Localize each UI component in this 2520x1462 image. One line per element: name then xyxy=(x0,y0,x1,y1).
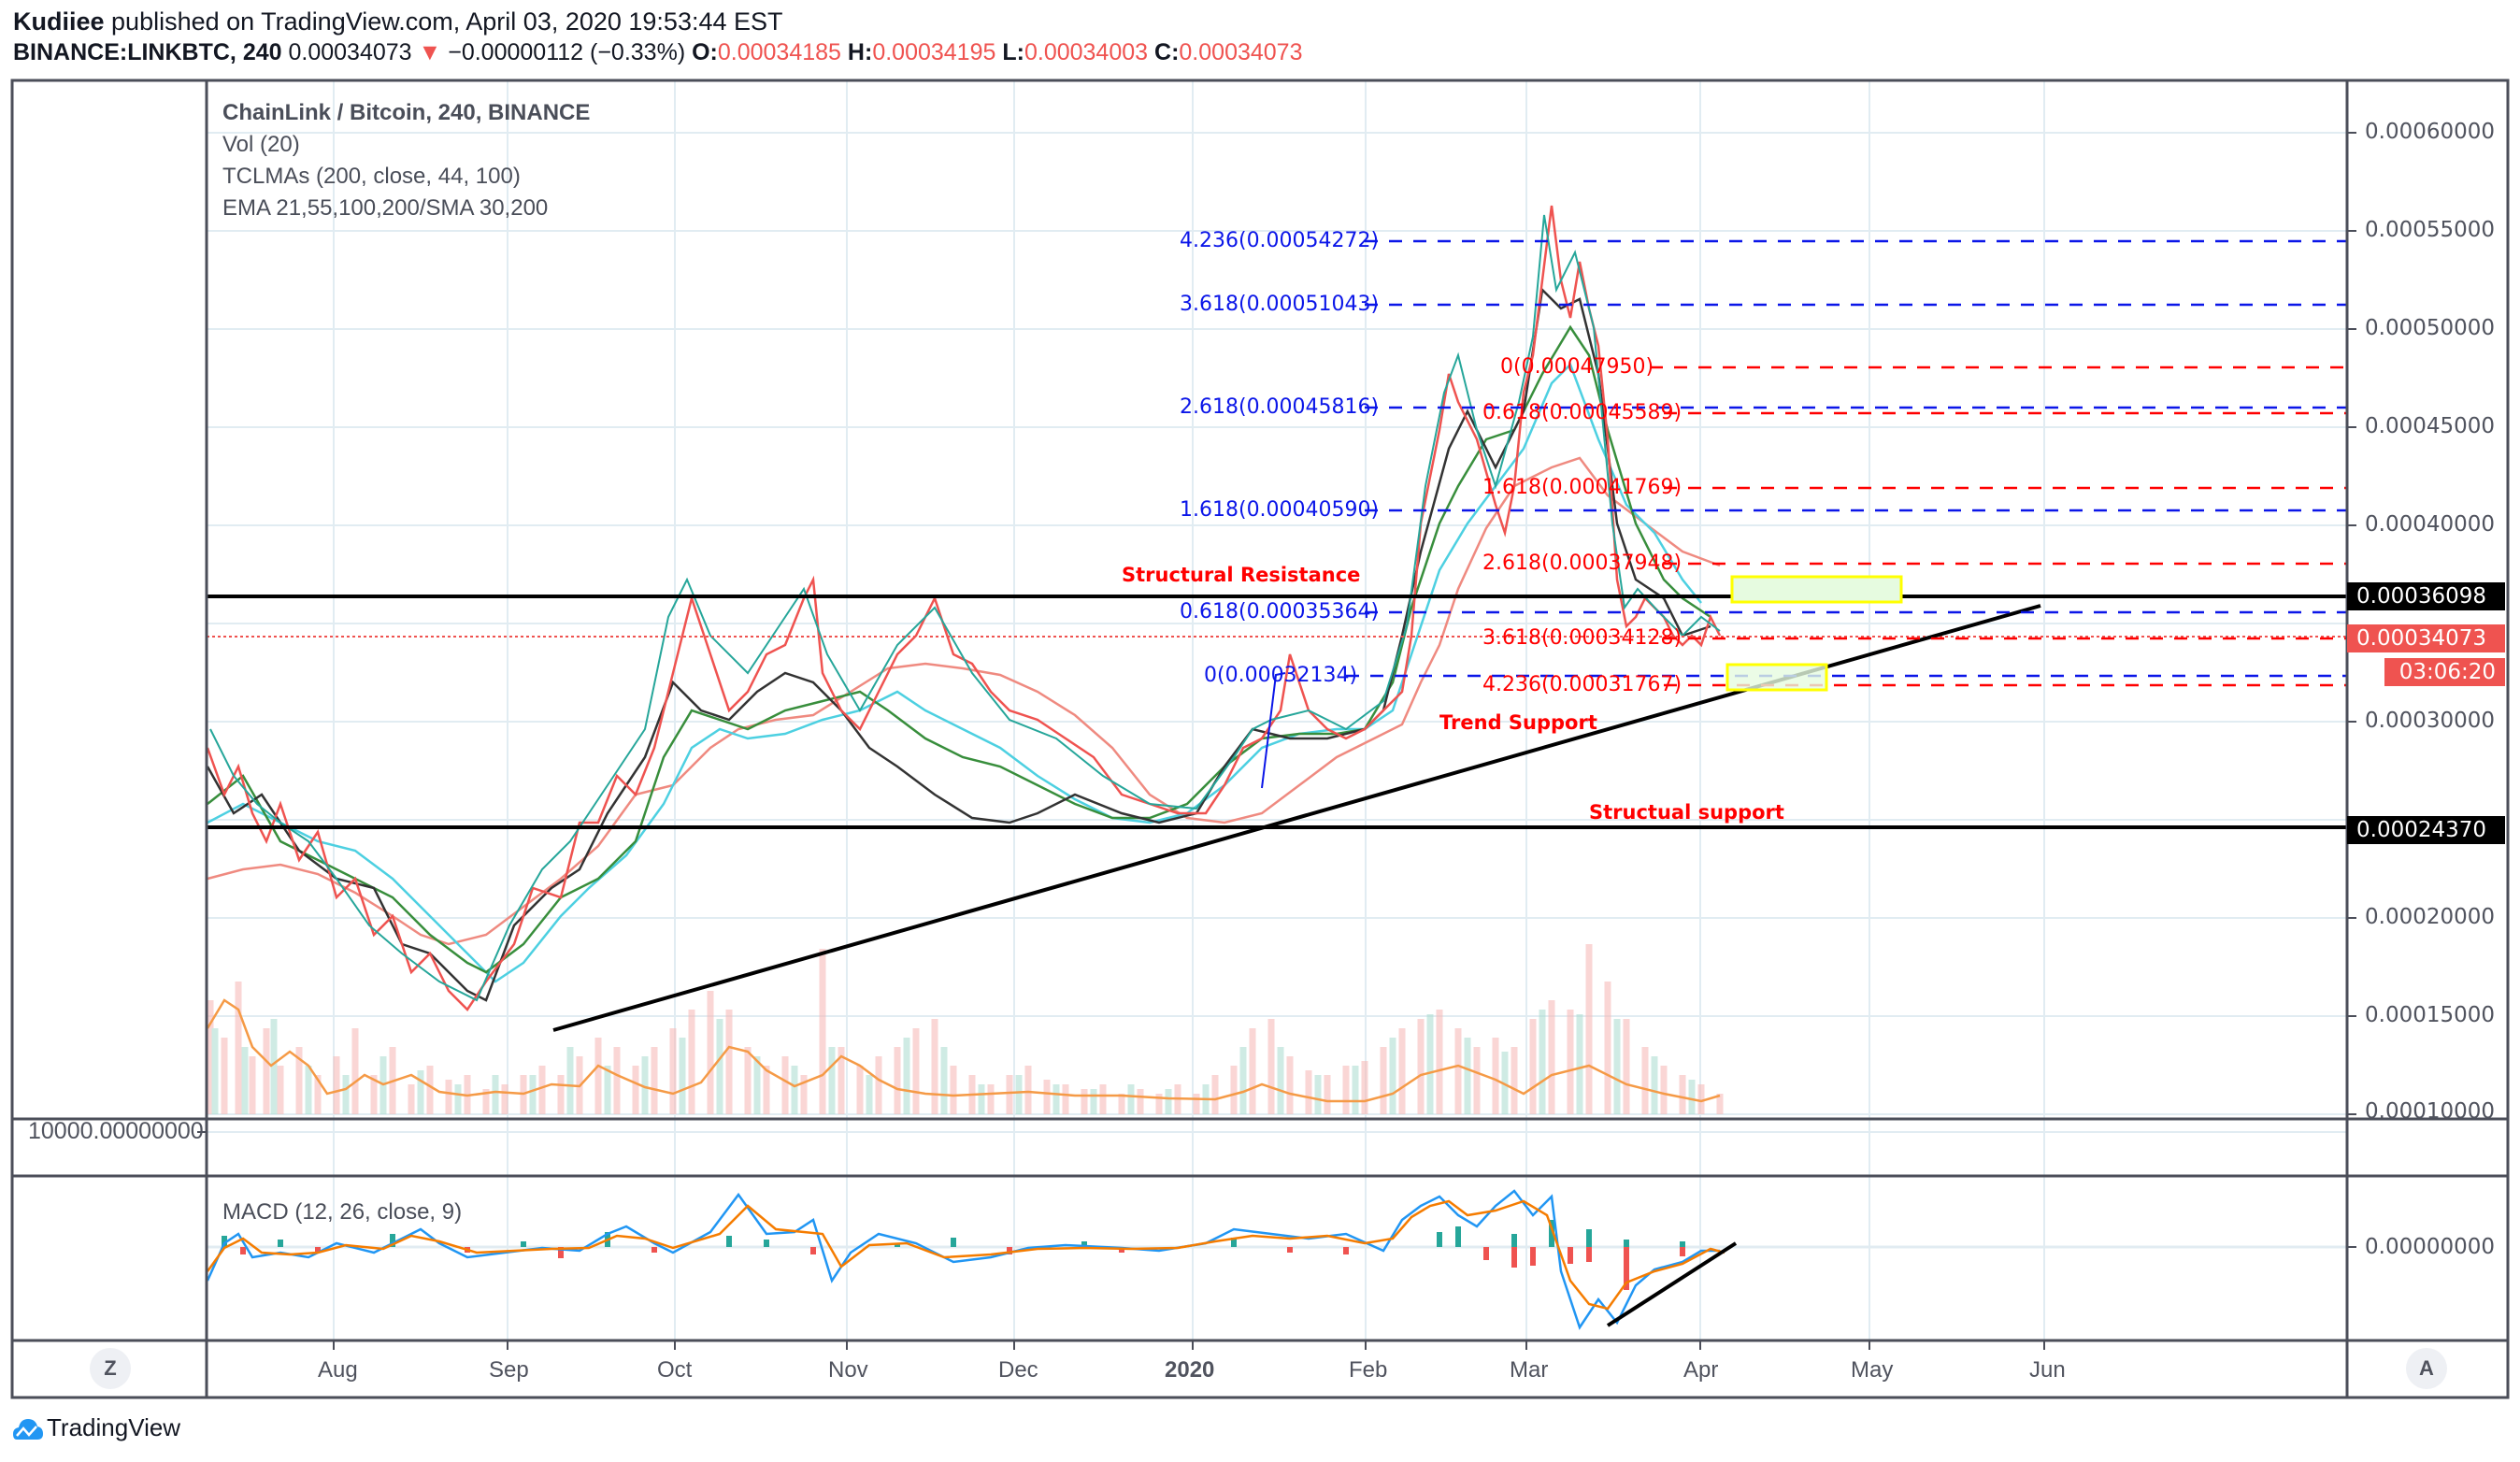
time-label: Aug xyxy=(318,1357,358,1383)
price-tick: 0.00050000 xyxy=(2365,316,2496,340)
fib-blue-label: 1.618(0.00040590) xyxy=(1180,498,1380,522)
price-change: −0.00000112 (−0.33%) xyxy=(448,39,686,65)
high-value: 0.00034195 xyxy=(872,39,996,65)
macd-zero-label: 0.00000000 xyxy=(2365,1235,2496,1259)
sma-red-line xyxy=(207,456,1721,946)
time-label: Jun xyxy=(2029,1357,2066,1383)
price-tick: 0.00045000 xyxy=(2365,414,2496,438)
time-label: Sep xyxy=(489,1357,529,1383)
fib-red-lines xyxy=(1650,366,2347,687)
fib-red-label: 3.618(0.00034128) xyxy=(1482,626,1682,650)
price-candles-up xyxy=(209,214,1721,1002)
grid-lines xyxy=(207,80,2347,1340)
support-target-zone xyxy=(1725,663,1828,692)
chart-legend: ChainLink / Bitcoin, 240, BINANCE Vol (2… xyxy=(222,97,590,224)
fib-red-label: 0.618(0.00045589) xyxy=(1482,401,1682,424)
symbol-name: BINANCE:LINKBTC, 240 xyxy=(13,39,282,65)
price-tick: 0.00015000 xyxy=(2365,1003,2496,1027)
fib-red-label: 4.236(0.00031767) xyxy=(1482,673,1682,696)
macd-line xyxy=(206,1189,1720,1330)
legend-ema[interactable]: EMA 21,55,100,200/SMA 30,200 xyxy=(222,195,549,221)
legend-title[interactable]: ChainLink / Bitcoin, 240, BINANCE xyxy=(222,100,591,125)
last-price: 0.00034073 xyxy=(288,39,412,65)
structural-support-label[interactable]: Structual support xyxy=(1589,801,1784,824)
close-value: 0.00034073 xyxy=(1179,39,1303,65)
price-tick: 0.00040000 xyxy=(2365,512,2496,537)
fib-blue-label: 0.618(0.00035364) xyxy=(1180,600,1380,624)
time-label: Apr xyxy=(1683,1357,1719,1383)
legend-volume[interactable]: Vol (20) xyxy=(222,132,300,157)
fib-blue-label: 0(0.00032134) xyxy=(1204,664,1358,687)
fib-red-label: 0(0.00047950) xyxy=(1500,355,1654,379)
close-label: C: xyxy=(1154,39,1180,65)
structural-resistance-label[interactable]: Structural Resistance xyxy=(1122,564,1361,586)
time-label: May xyxy=(1851,1357,1894,1383)
countdown-tag: 03:06:20 xyxy=(2384,658,2505,686)
time-label: Feb xyxy=(1349,1357,1388,1383)
tradingview-logo[interactable]: TradingView xyxy=(13,1413,180,1442)
down-triangle-icon: ▼ xyxy=(418,39,442,65)
pane-borders xyxy=(10,79,2510,1399)
open-value: 0.00034185 xyxy=(717,39,841,65)
resistance-target-zone xyxy=(1730,575,1903,604)
branding-name: TradingView xyxy=(47,1413,181,1441)
fib-blue-label: 2.618(0.00045816) xyxy=(1180,395,1380,419)
auto-scale-button[interactable]: A xyxy=(2406,1348,2447,1389)
fib-blue-label: 4.236(0.00054272) xyxy=(1180,229,1380,252)
legend-tclmas[interactable]: TCLMAs (200, close, 44, 100) xyxy=(222,164,521,189)
time-label: Mar xyxy=(1510,1357,1549,1383)
ema-cyan-line xyxy=(207,362,1702,983)
fib-red-label: 2.618(0.00037948) xyxy=(1482,552,1682,575)
volume-axis-label: 10000.00000000 xyxy=(28,1118,204,1144)
symbol-ohlc-bar: BINANCE:LINKBTC, 240 0.00034073 ▼ −0.000… xyxy=(13,39,1303,66)
time-label: Dec xyxy=(998,1357,1038,1383)
low-label: L: xyxy=(1002,39,1024,65)
price-tick: 0.00060000 xyxy=(2365,120,2496,144)
published-text: published on TradingView.com, April 03, … xyxy=(104,7,783,36)
high-label: H: xyxy=(847,39,873,65)
price-tick: 0.00020000 xyxy=(2365,905,2496,929)
last-price-tag: 0.00034073 xyxy=(2347,624,2505,652)
time-label: Nov xyxy=(828,1357,868,1383)
volume-ma-line xyxy=(206,998,1721,1103)
volume-bars xyxy=(207,944,1724,1114)
resistance-price-tag: 0.00036098 xyxy=(2347,582,2505,610)
publish-info: Kudiiee published on TradingView.com, Ap… xyxy=(13,7,783,36)
axis-ticks xyxy=(197,132,2356,1350)
time-label: Oct xyxy=(657,1357,693,1383)
price-tick: 0.00010000 xyxy=(2365,1099,2496,1124)
trend-support-label[interactable]: Trend Support xyxy=(1439,711,1597,734)
macd-title[interactable]: MACD (12, 26, close, 9) xyxy=(222,1199,463,1225)
zoom-reset-button[interactable]: Z xyxy=(90,1348,131,1389)
fib-red-label: 1.618(0.00041769) xyxy=(1482,476,1682,499)
open-label: O: xyxy=(692,39,718,65)
price-tick: 0.00055000 xyxy=(2365,218,2496,242)
fib-anchor-line xyxy=(1261,672,1286,789)
author-name[interactable]: Kudiiee xyxy=(13,7,105,36)
macd-trendline xyxy=(1606,1241,1738,1327)
macd-histogram xyxy=(222,1220,1685,1290)
support-price-tag: 0.00024370 xyxy=(2347,816,2505,844)
macd-legend: MACD (12, 26, close, 9) xyxy=(222,1197,462,1228)
price-candles xyxy=(206,205,1722,1011)
low-value: 0.00034003 xyxy=(1024,39,1149,65)
fib-blue-label: 3.618(0.00051043) xyxy=(1180,293,1380,316)
price-tick: 0.00030000 xyxy=(2365,709,2496,733)
fib-blue-lines xyxy=(1346,239,2347,678)
tradingview-cloud-icon xyxy=(13,1418,43,1440)
macd-signal-line xyxy=(206,1199,1725,1311)
time-label: 2020 xyxy=(1165,1357,1215,1383)
